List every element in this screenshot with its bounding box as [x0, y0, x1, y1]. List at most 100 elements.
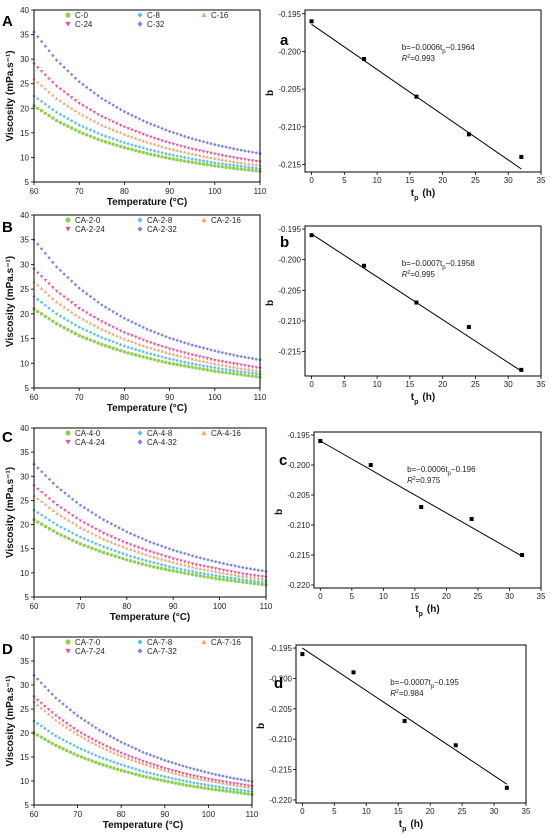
data-point [177, 782, 182, 786]
data-point [221, 577, 226, 582]
data-point [90, 737, 94, 741]
data-point [221, 561, 226, 566]
plot-frame [304, 225, 542, 377]
data-point [206, 783, 211, 788]
data-point [50, 741, 54, 746]
data-point [175, 549, 179, 553]
data-point [152, 541, 156, 546]
data-point [152, 142, 157, 146]
y-tick-label: -0.210 [278, 123, 301, 132]
data-point [105, 538, 110, 542]
data-point [73, 282, 78, 287]
data-point [184, 774, 189, 778]
data-point [137, 131, 142, 135]
data-point [54, 718, 58, 722]
data-point [221, 788, 225, 793]
data-point [179, 354, 183, 358]
data-point [77, 333, 81, 338]
data-point [171, 569, 175, 573]
data-point [235, 777, 240, 781]
data-point [54, 696, 58, 700]
data-point [235, 366, 240, 370]
x-tick-label: 70 [75, 187, 84, 196]
data-point [141, 325, 145, 330]
data-point [181, 773, 185, 777]
x-tick-label: 70 [75, 393, 84, 402]
data-point [98, 535, 102, 539]
data-point [103, 305, 108, 309]
data-point [51, 107, 55, 112]
series-CA-7-0 [32, 731, 254, 797]
x-tick-label: 5 [332, 807, 337, 816]
data-point [57, 699, 62, 703]
data-point [69, 72, 74, 77]
data-point [184, 765, 189, 769]
data-point [134, 130, 138, 134]
data-point [86, 508, 90, 512]
y-tick-label: -0.215 [278, 348, 301, 357]
data-point [140, 551, 144, 555]
data-point [190, 554, 195, 558]
y-tick-label: -0.215 [269, 766, 292, 775]
data-point [103, 134, 108, 138]
series-CA-7-24 [32, 695, 254, 788]
data-point [190, 343, 194, 347]
data-point [85, 106, 89, 110]
data-point [163, 758, 167, 763]
data-point [74, 523, 79, 527]
data-point [88, 88, 93, 92]
data-point [164, 151, 168, 156]
data-point [43, 502, 48, 506]
data-point [149, 352, 153, 356]
y-tick-label: 15 [20, 545, 29, 554]
legend: CA-7-0 CA-7-8 CA-7-16 CA-7-24 CA-7-32 [65, 638, 241, 656]
data-point [97, 728, 102, 732]
y-tick-label: -0.195 [278, 10, 301, 19]
data-point [77, 286, 81, 290]
data-point [177, 771, 182, 775]
data-point [51, 53, 55, 58]
data-point [63, 516, 67, 520]
data-point [73, 109, 78, 113]
data-point [132, 544, 137, 548]
x-tick-label: 80 [117, 810, 126, 819]
data-point [201, 364, 206, 368]
data-point [148, 762, 152, 766]
data-point [58, 99, 63, 103]
data-point [145, 147, 149, 151]
data-point [96, 93, 100, 98]
data-point [130, 771, 134, 776]
data-point [98, 543, 102, 547]
plot-frame [295, 644, 527, 804]
data-point [220, 360, 225, 364]
data-point [75, 745, 80, 750]
data-point [43, 705, 47, 709]
y-tick-label: 20 [20, 729, 29, 738]
data-point [209, 361, 213, 365]
data-point [73, 121, 78, 125]
data-point [103, 322, 108, 326]
legend-entry: C-8 [147, 11, 160, 20]
data-point [100, 123, 104, 127]
data-point [115, 312, 119, 316]
data-point [81, 289, 85, 293]
legend-marker [137, 12, 143, 18]
data-point [239, 369, 243, 374]
data-point [94, 742, 98, 746]
data-point [235, 167, 240, 171]
data-point [171, 565, 175, 570]
data-point [171, 142, 176, 146]
data-point [228, 166, 232, 170]
data-point [54, 84, 59, 88]
x-axis-label-t: t [411, 392, 415, 403]
data-point [179, 158, 183, 163]
data-point [214, 576, 218, 581]
fit-equation: b=−0.0006tp−0.196 [407, 465, 476, 477]
data-point [216, 143, 221, 148]
data-point [54, 743, 58, 748]
data-point [195, 775, 200, 779]
data-point [166, 759, 171, 764]
r-superscript: 2 [408, 54, 411, 60]
data-point [174, 762, 178, 766]
data-point [111, 332, 115, 336]
